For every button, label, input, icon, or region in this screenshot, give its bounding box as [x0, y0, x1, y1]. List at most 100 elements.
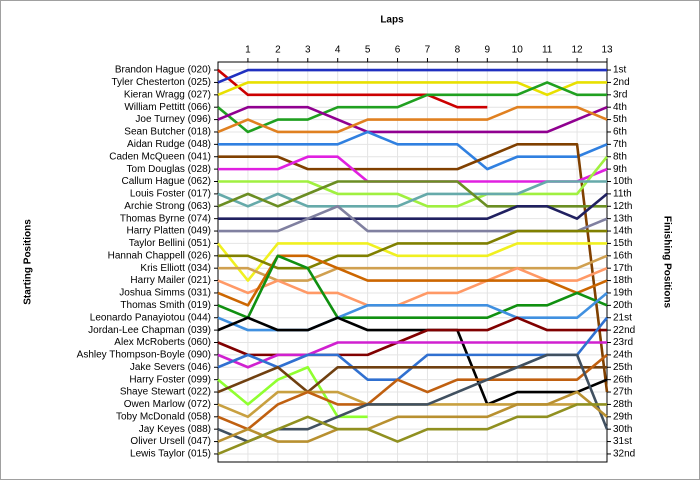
- series-line: [217, 403, 607, 456]
- series-line: [217, 105, 608, 134]
- y2-tick-label: 6th: [613, 127, 627, 138]
- series-line: [217, 68, 607, 84]
- series-line: [218, 192, 608, 220]
- y2-tick-label: 4th: [613, 102, 627, 113]
- x-tick-label: 8: [455, 45, 461, 56]
- series-line: [217, 254, 608, 320]
- plot-border: [217, 61, 608, 463]
- driver-label: Kieran Wragg (027): [124, 89, 211, 100]
- series-line: [217, 316, 608, 406]
- driver-label: Caden McQueen (041): [109, 151, 211, 162]
- driver-label: Tom Douglas (028): [127, 164, 211, 175]
- y2-tick-label: 23rd: [613, 337, 633, 348]
- y2-tick-label: 28th: [613, 399, 632, 410]
- driver-label: Harry Mailer (021): [130, 275, 211, 286]
- y2-tick-label: 20th: [613, 300, 632, 311]
- y-axis-title: Starting Positions: [23, 219, 34, 305]
- y2-tick-label: 5th: [613, 114, 627, 125]
- driver-label: Alex McRoberts (060): [114, 337, 211, 348]
- series-line: [217, 353, 608, 431]
- y2-tick-label: 24th: [613, 350, 632, 361]
- y2-tick-label: 26th: [613, 374, 632, 385]
- driver-label: Kris Elliott (034): [140, 263, 211, 274]
- driver-label: Shaye Stewart (022): [120, 387, 211, 398]
- driver-label: Aidan Rudge (048): [127, 139, 211, 150]
- y2-tick-label: 16th: [613, 250, 632, 261]
- y2-tick-label: 21st: [613, 312, 632, 323]
- driver-label: Joe Turney (096): [135, 114, 211, 125]
- driver-label: Hannah Chappell (026): [108, 250, 211, 261]
- driver-label: Joshua Simms (031): [119, 288, 211, 299]
- y2-tick-label: 31st: [613, 436, 632, 447]
- y2-tick-label: 3rd: [613, 89, 627, 100]
- y2-tick-label: 12th: [613, 201, 632, 212]
- x-tick-label: 9: [485, 45, 491, 56]
- series-line: [217, 365, 368, 419]
- driver-label: Ashley Thompson-Boyle (090): [77, 350, 211, 361]
- y2-tick-label: 22nd: [613, 325, 635, 336]
- y2-tick-label: 10th: [613, 176, 632, 187]
- series-line: [218, 229, 607, 270]
- y2-tick-label: 14th: [613, 226, 632, 237]
- driver-label: Jake Severs (046): [130, 362, 211, 373]
- x-tick-label: 3: [305, 45, 311, 56]
- series-line: [217, 81, 607, 134]
- y2-tick-label: 17th: [613, 263, 632, 274]
- x-tick-label: 2: [275, 45, 281, 56]
- driver-label: Thomas Byrne (074): [120, 213, 211, 224]
- x-tick-label: 10: [512, 45, 524, 56]
- series-line: [217, 254, 608, 307]
- y2-tick-label: 32nd: [613, 449, 635, 460]
- driver-label: Leonardo Panayiotou (044): [90, 312, 211, 323]
- y2-tick-label: 7th: [613, 139, 627, 150]
- driver-label: Jay Keyes (088): [139, 424, 211, 435]
- series-line: [218, 254, 608, 282]
- y2-tick-label: 8th: [613, 151, 627, 162]
- y2-tick-label: 1st: [613, 65, 627, 76]
- driver-label: Tyler Chesterton (025): [112, 77, 212, 88]
- driver-label: Thomas Smith (019): [120, 300, 211, 311]
- x-tick-label: 12: [572, 45, 584, 56]
- x-axis-title: Laps: [380, 15, 404, 26]
- x-tick-label: 4: [335, 45, 341, 56]
- y2-tick-label: 19th: [613, 288, 632, 299]
- driver-label: Toby McDonald (058): [116, 411, 211, 422]
- y2-axis-title: Finishing Positions: [661, 216, 672, 309]
- series-line: [216, 242, 607, 282]
- driver-label: Sean Butcher (018): [124, 127, 211, 138]
- series-line: [218, 143, 609, 393]
- driver-label: Harry Foster (099): [129, 374, 211, 385]
- x-tick-label: 13: [601, 45, 613, 56]
- driver-label: Harry Platten (049): [127, 226, 211, 237]
- series-line: [217, 353, 609, 443]
- y2-tick-label: 30th: [613, 424, 632, 435]
- driver-label: Archie Strong (063): [124, 201, 211, 212]
- series-line: [217, 390, 608, 443]
- x-tick-label: 7: [425, 45, 431, 56]
- driver-label: Louis Foster (017): [130, 189, 211, 200]
- series-line: [217, 105, 608, 134]
- x-tick-label: 6: [395, 45, 401, 56]
- driver-label: Oliver Ursell (047): [130, 436, 211, 447]
- y2-tick-label: 13th: [613, 213, 632, 224]
- driver-label: William Pettitt (066): [124, 102, 211, 113]
- driver-label: Taylor Bellini (051): [129, 238, 211, 249]
- driver-label: Brandon Hague (020): [115, 65, 211, 76]
- y2-tick-label: 11th: [613, 189, 632, 200]
- driver-label: Lewis Taylor (015): [130, 449, 211, 460]
- y2-tick-label: 29th: [613, 411, 632, 422]
- series-line: [217, 365, 607, 394]
- series-line: [218, 130, 608, 171]
- driver-label: Callum Hague (062): [122, 176, 212, 187]
- x-tick-label: 1: [245, 45, 251, 56]
- y2-tick-label: 9th: [613, 164, 627, 175]
- x-tick-label: 11: [542, 45, 553, 56]
- series-line: [217, 81, 607, 97]
- x-tick-label: 5: [365, 45, 371, 56]
- series-line: [217, 341, 607, 369]
- y2-tick-label: 18th: [613, 275, 632, 286]
- series-line: [217, 180, 607, 208]
- y2-tick-label: 27th: [613, 387, 632, 398]
